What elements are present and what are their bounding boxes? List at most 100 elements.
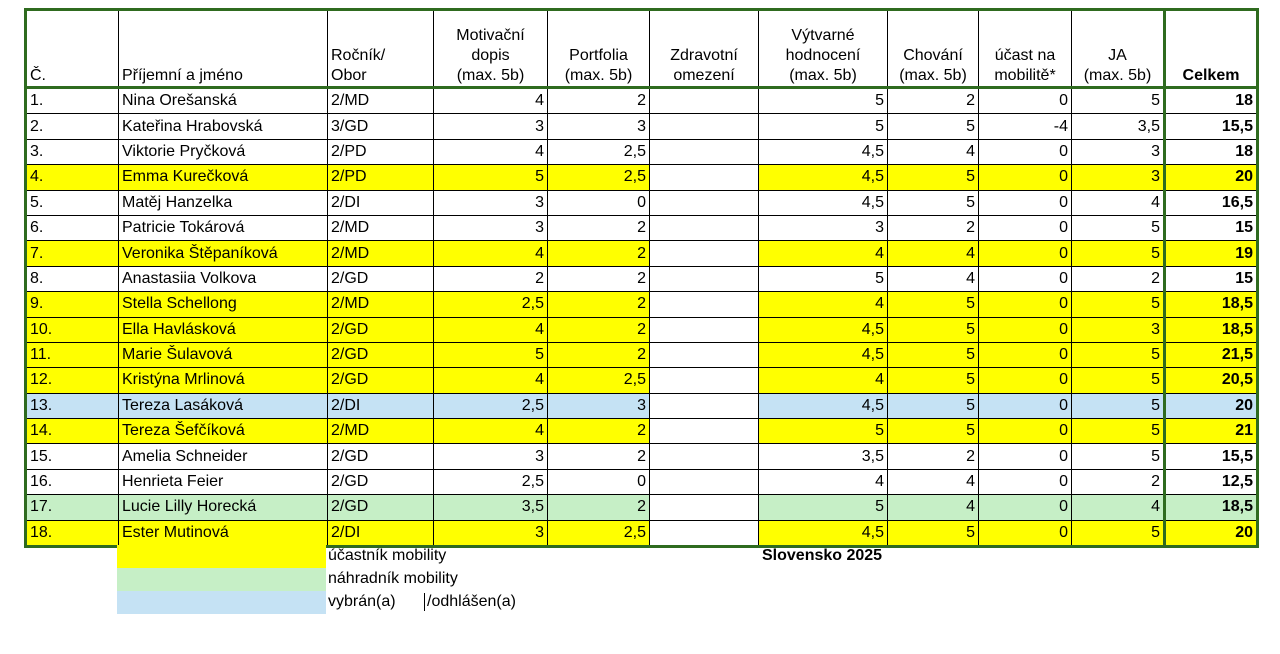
table-cell: Amelia Schneider bbox=[118, 443, 328, 470]
table-cell: 2 bbox=[547, 443, 650, 470]
table-cell: 2. bbox=[25, 113, 119, 140]
table-cell: 5 bbox=[758, 113, 888, 140]
header-cell: Příjemní a jméno bbox=[118, 9, 328, 89]
table-cell: 4,5 bbox=[758, 341, 888, 369]
header-text: účast na bbox=[994, 47, 1056, 64]
table-cell: 2 bbox=[547, 291, 650, 318]
table-cell: 4 bbox=[887, 265, 979, 293]
table-cell: 2 bbox=[547, 494, 650, 521]
table-cell: 2,5 bbox=[433, 291, 548, 318]
table-cell: 5 bbox=[887, 189, 979, 216]
header-text: Celkem bbox=[1182, 67, 1240, 84]
table-cell: 0 bbox=[978, 214, 1072, 242]
table-cell: 2/MD bbox=[327, 291, 434, 318]
table-cell: 3 bbox=[433, 189, 548, 216]
header-text: (max. 5b) bbox=[564, 67, 633, 84]
table-cell: 0 bbox=[547, 468, 650, 496]
table-cell: 15. bbox=[25, 443, 119, 470]
table-row: 10. Ella Havlásková 2/GD 4 2 4,5 5 0 3 18,5 bbox=[25, 316, 1258, 343]
table-cell: 2 bbox=[887, 214, 979, 242]
table-cell: 5 bbox=[887, 418, 979, 445]
table-cell: 3 bbox=[433, 443, 548, 470]
table-cell: Kristýna Mrlinová bbox=[118, 367, 328, 394]
table-cell: 1. bbox=[25, 86, 119, 115]
table-cell: 2/GD bbox=[327, 494, 434, 521]
table-cell: 3,5 bbox=[1071, 113, 1165, 140]
table-cell: 6. bbox=[25, 214, 119, 242]
table-cell: 2 bbox=[1071, 468, 1165, 496]
table-cell: 3 bbox=[1071, 138, 1165, 166]
table-cell: 19 bbox=[1163, 240, 1258, 267]
table-cell: 0 bbox=[978, 164, 1072, 191]
table-cell: 5 bbox=[758, 265, 888, 293]
table-cell bbox=[649, 265, 759, 293]
table-cell: 2/MD bbox=[327, 214, 434, 242]
table-cell: 20 bbox=[1163, 164, 1258, 191]
table-cell: 5 bbox=[433, 341, 548, 369]
table-cell: 4 bbox=[758, 240, 888, 267]
table-cell: 3/GD bbox=[327, 113, 434, 140]
table-cell: 2,5 bbox=[547, 138, 650, 166]
header-text: (max. 5b) bbox=[456, 67, 525, 84]
header-cell: Zdravotní omezení bbox=[649, 9, 759, 89]
table-cell: Nina Orešanská bbox=[118, 86, 328, 115]
table-row: 4. Emma Kurečková 2/PD 5 2,5 4,5 5 0 3 20 bbox=[25, 164, 1258, 191]
table-cell bbox=[649, 316, 759, 343]
table-cell: 8. bbox=[25, 265, 119, 293]
table-cell: 5 bbox=[887, 367, 979, 394]
table-row: 14. Tereza Šefčíková 2/MD 4 2 5 5 0 5 21 bbox=[25, 418, 1258, 445]
table-cell: 12. bbox=[25, 367, 119, 394]
table-cell: 2 bbox=[547, 214, 650, 242]
header-text: Výtvarné bbox=[791, 27, 855, 44]
table-cell bbox=[649, 138, 759, 166]
table-cell: 0 bbox=[978, 468, 1072, 496]
table-cell: 4 bbox=[433, 418, 548, 445]
table-cell: 4 bbox=[1071, 189, 1165, 216]
table-cell: 0 bbox=[547, 189, 650, 216]
table-cell: 4,5 bbox=[758, 138, 888, 166]
header-cell: Portfolia (max. 5b) bbox=[547, 9, 650, 89]
header-cell: Výtvarné hodnocení (max. 5b) bbox=[758, 9, 888, 89]
table-cell: 3. bbox=[25, 138, 119, 166]
header-cell: JA (max. 5b) bbox=[1071, 9, 1165, 89]
table-cell: 0 bbox=[978, 519, 1072, 548]
table-cell: 2/PD bbox=[327, 164, 434, 191]
table-cell: 2/DI bbox=[327, 392, 434, 420]
table-cell: 2/GD bbox=[327, 443, 434, 470]
table-cell: 2/GD bbox=[327, 265, 434, 293]
table-cell: 2/GD bbox=[327, 468, 434, 496]
table-cell: 4 bbox=[887, 494, 979, 521]
table-row: 16. Henrieta Feier 2/GD 2,5 0 4 4 0 2 12,5 bbox=[25, 468, 1258, 496]
table-body: 1. Nina Orešanská 2/MD 4 2 5 2 0 5 18 2. Kateřina H… bbox=[25, 86, 1258, 548]
table-cell bbox=[649, 418, 759, 445]
table-cell: 0 bbox=[978, 86, 1072, 115]
table-cell: 0 bbox=[978, 341, 1072, 369]
note: Slovensko 2025 bbox=[762, 547, 883, 564]
table-cell: 4,5 bbox=[758, 316, 888, 343]
table-cell: 2 bbox=[433, 265, 548, 293]
table-cell bbox=[649, 494, 759, 521]
table-cell: 5 bbox=[1071, 519, 1165, 548]
table-cell: 4 bbox=[433, 316, 548, 343]
table-cell: 0 bbox=[978, 367, 1072, 394]
header-text: mobilitě* bbox=[994, 67, 1056, 84]
table-cell: 3,5 bbox=[758, 443, 888, 470]
table-cell: 2,5 bbox=[547, 519, 650, 548]
table-cell: 5 bbox=[887, 316, 979, 343]
table-cell: 16,5 bbox=[1163, 189, 1258, 216]
header-row: Č. Příjemní a jméno Ročník/Obor Motivační do… bbox=[25, 9, 1258, 89]
table-cell: 0 bbox=[978, 392, 1072, 420]
table-cell bbox=[649, 367, 759, 394]
table-row: 8. Anastasiia Volkova 2/GD 2 2 5 4 0 2 15 bbox=[25, 265, 1258, 293]
header-cell: účast na mobilitě* bbox=[978, 9, 1072, 89]
table-cell: 2,5 bbox=[547, 164, 650, 191]
table-cell: 4 bbox=[433, 86, 548, 115]
header-cell: Č. bbox=[25, 9, 119, 89]
table-cell: 4 bbox=[887, 240, 979, 267]
table-cell: 20 bbox=[1163, 519, 1258, 548]
table-cell: 12,5 bbox=[1163, 468, 1258, 496]
table-cell: 2,5 bbox=[433, 392, 548, 420]
table-cell: 0 bbox=[978, 443, 1072, 470]
table-cell: 4 bbox=[1071, 494, 1165, 521]
table-cell: 4 bbox=[758, 367, 888, 394]
